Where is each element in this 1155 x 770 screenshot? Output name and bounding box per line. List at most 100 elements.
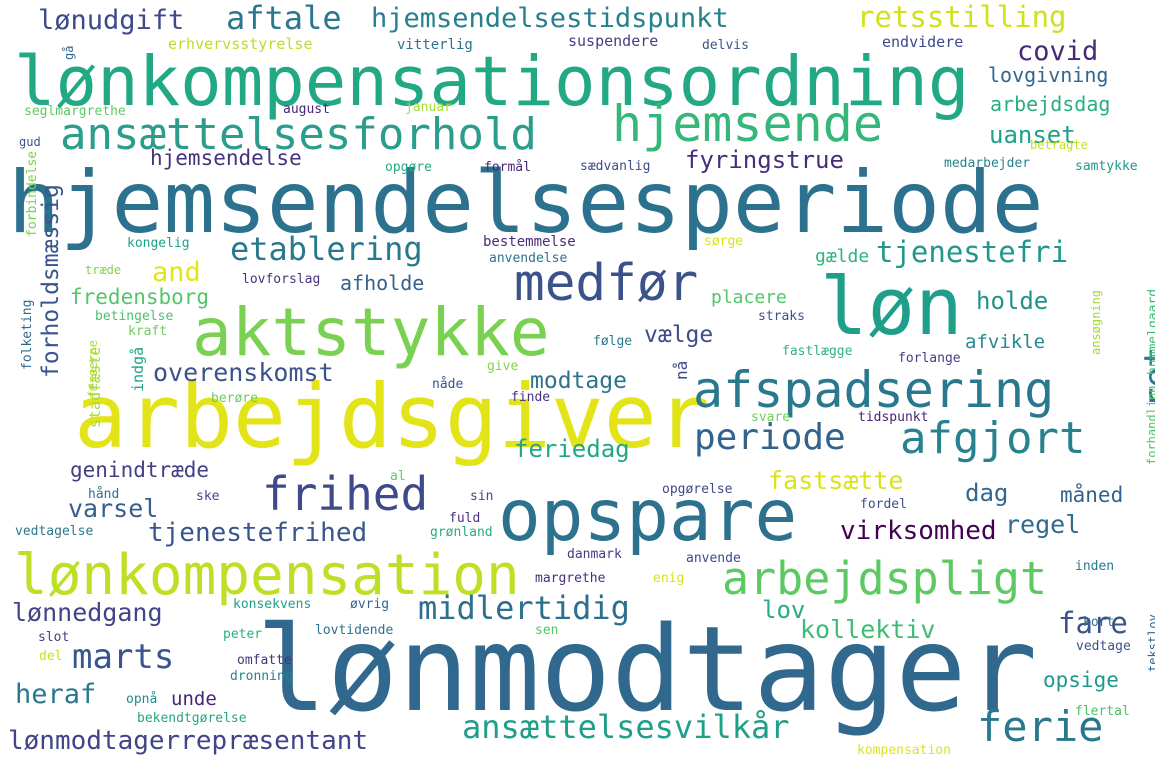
word-lønkompensation: lønkompensation	[14, 543, 520, 608]
word-fare: fare	[1058, 606, 1128, 640]
word-lønmodtagerrepræsentant: lønmodtagerrepræsentant	[8, 726, 369, 756]
word-vedtage: vedtage	[1076, 639, 1131, 654]
word-erhvervsstyrelse: erhvervsstyrelse	[168, 35, 313, 53]
word-kort: kort	[1083, 615, 1115, 630]
word-genindtræde: genindtræde	[70, 458, 210, 482]
word-arbejdspligt: arbejdspligt	[722, 552, 1048, 605]
word-hjemsendelse: hjemsendelse	[150, 146, 302, 170]
word-træde: træde	[85, 263, 122, 277]
word-flertal: flertal	[1075, 704, 1130, 719]
word-inden: inden	[1075, 559, 1115, 574]
word-kraft: kraft	[128, 324, 168, 339]
word-ske: ske	[196, 489, 220, 504]
word-delvis: delvis	[702, 38, 749, 53]
word-berøre: berøre	[211, 391, 258, 406]
word-straks: straks	[758, 309, 805, 324]
word-ansættelsesvilka-r: ansættelsesvilkår	[462, 708, 790, 746]
word-bestemmelse: bestemmelse	[483, 234, 576, 250]
word-svare: svare	[751, 410, 791, 425]
word-dronning: dronning	[230, 669, 293, 684]
word-grønland: grønland	[430, 525, 493, 540]
word-danmark: danmark	[567, 547, 622, 562]
word-margrethe: margrethe	[535, 571, 606, 586]
word-konsekvens: konsekvens	[233, 597, 312, 612]
word-afgjort: afgjort	[900, 413, 1086, 464]
word-tjenestefrihed: tjenestefrihed	[148, 518, 368, 548]
word-aktstykke: aktstykke	[192, 294, 550, 371]
word-sen: sen	[535, 623, 559, 638]
word-opgørelse: opgørelse	[662, 482, 733, 497]
word-ansættelsesforhold: ansættelsesforhold	[60, 109, 537, 160]
word-modtage: modtage	[530, 368, 627, 394]
word-forbindelse: forbindelse	[25, 150, 40, 237]
word-indga-: indgå	[129, 346, 147, 392]
word-dag: dag	[965, 479, 1009, 507]
word-samtykke: samtykke	[1075, 159, 1138, 174]
word-ferie: ferie	[977, 702, 1104, 751]
word-ansøgning: ansøgning	[1089, 289, 1103, 355]
word-hummelgaard: hummelgaard	[1146, 288, 1155, 375]
word-hjemsendelsestidspunkt: hjemsendelsestidspunkt	[371, 3, 729, 34]
word-finde: finde	[511, 390, 551, 405]
word-omfatte: omfatte	[237, 653, 292, 668]
word-al: al	[390, 469, 406, 484]
word-ha-nd: hånd	[88, 487, 120, 502]
word-vedtagelse: vedtagelse	[15, 524, 94, 539]
word-forma-l: formål	[484, 160, 531, 175]
word-kompensation: kompensation	[857, 743, 951, 758]
word-anvende: anvende	[686, 551, 741, 566]
word-uanset: uanset	[989, 121, 1076, 149]
word-opspare: opspare	[498, 474, 798, 557]
word-lønudgift: lønudgift	[38, 5, 185, 36]
word-ma-ned: måned	[1060, 483, 1124, 507]
word-arbejdsgiver: arbejdsgiver	[74, 365, 710, 468]
word-lovgivning: lovgivning	[988, 63, 1109, 87]
word-fastlægge: fastlægge	[782, 344, 853, 359]
word-midlertidig: midlertidig	[418, 589, 630, 627]
word-tjenestefri: tjenestefri	[876, 235, 1069, 269]
word-gælde: gælde	[815, 246, 870, 267]
word-periode: periode	[694, 417, 846, 458]
word-etablering: etablering	[230, 230, 423, 268]
word-opna-: opnå	[126, 692, 158, 707]
word-lønnedgang: lønnedgang	[12, 598, 163, 627]
word-lovtidende: lovtidende	[315, 623, 394, 638]
word-give: give	[487, 359, 519, 374]
word-marts: marts	[72, 637, 175, 677]
word-lønmodtager: lønmodtager	[256, 600, 1038, 738]
word-sædvanlig: sædvanlig	[580, 159, 651, 174]
word-løn: løn	[820, 261, 963, 353]
word-retsstilling: retsstilling	[857, 0, 1067, 34]
word-afholde: afholde	[340, 271, 425, 295]
word-medarbejder: medarbejder	[944, 156, 1031, 171]
word-ga-: gå	[62, 45, 76, 60]
word-afspadsering: afspadsering	[693, 361, 1055, 419]
word-feriedag: feriedag	[514, 435, 630, 463]
word-seglmargrethe: seglmargrethe	[24, 104, 126, 119]
word-folketing: folketing	[20, 299, 35, 370]
word-endvidere: endvidere	[882, 33, 964, 51]
word-fredensborg: fredensborg	[70, 285, 210, 309]
word-arbejdsdag: arbejdsdag	[990, 92, 1111, 116]
word-fuld: fuld	[449, 511, 481, 526]
word-sin: sin	[470, 489, 494, 504]
word-fastsætte: fastsætte	[768, 466, 904, 495]
word-na-de: nåde	[432, 377, 464, 392]
word-afvikle: afvikle	[965, 331, 1046, 353]
word-varsel: varsel	[68, 494, 159, 523]
word-færøerne: færøerne	[86, 340, 100, 398]
word-fyringstrue: fyringstrue	[685, 146, 844, 174]
word-hjemsendelsesperiode: hjemsendelsesperiode	[8, 153, 1044, 253]
word-placere: placere	[711, 287, 787, 308]
word-betingelse: betingelse	[95, 309, 174, 324]
word-suspendere: suspendere	[568, 32, 659, 50]
word-tidspunkt: tidspunkt	[858, 410, 929, 425]
word-bekendtgørelse: bekendtgørelse	[137, 711, 247, 726]
word-slot: slot	[38, 630, 70, 645]
word-vælge: vælge	[644, 322, 714, 348]
word-forhandling: forhandling	[1145, 385, 1155, 465]
word-virksomhed: virksomhed	[840, 516, 997, 546]
word-august: august	[283, 102, 330, 117]
word-heraf: heraf	[15, 679, 97, 710]
